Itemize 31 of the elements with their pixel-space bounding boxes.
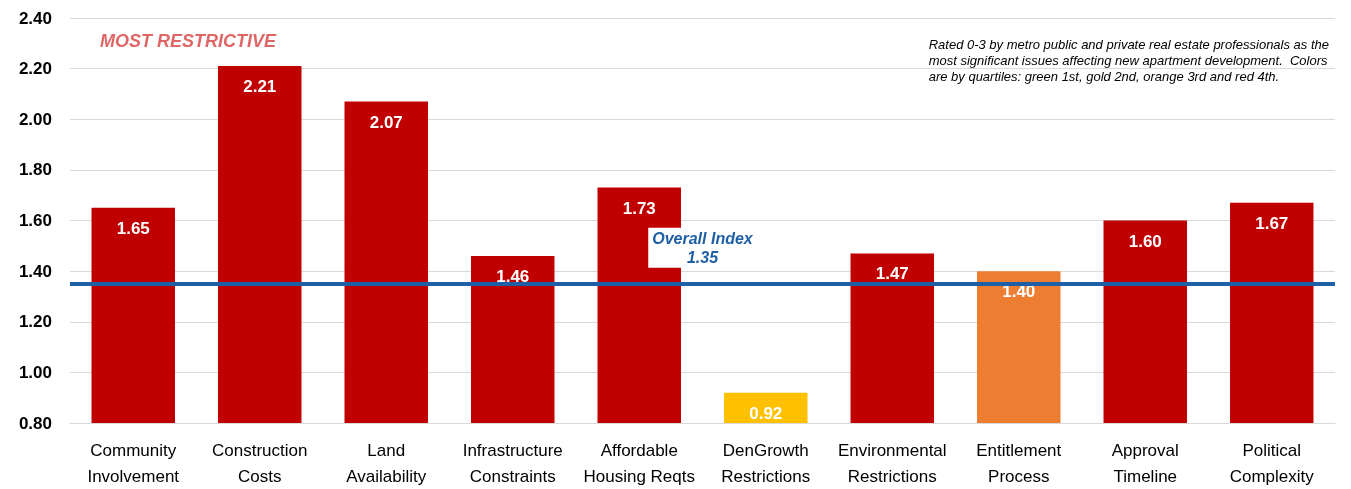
- data-label: 1.60: [1128, 231, 1162, 251]
- data-label: 1.73: [622, 198, 656, 218]
- y-tick-label: 0.80: [18, 413, 52, 433]
- ref-line-label: Overall Index 1.35: [652, 229, 754, 266]
- y-tick-label: 1.20: [18, 312, 52, 332]
- x-tick-label: Affordable Housing Reqts: [583, 440, 696, 486]
- data-label: 2.21: [243, 77, 277, 97]
- y-tick-label: 1.60: [18, 211, 52, 230]
- x-tick-label: Land Availability: [346, 440, 427, 486]
- data-label: 2.07: [369, 112, 403, 132]
- x-tick-label: DenGrowth Restrictions: [721, 440, 811, 486]
- x-tick-label: Entitlement Process: [976, 440, 1062, 486]
- annotation: Rated 0-3 by metro public and private real estate professionals as the most significant issues affecting new apartment development. Colors are by quartiles: green 1st, gold 2nd, orange 3rd and red 4th.: [928, 36, 1330, 84]
- x-tick-label: Political Complexity: [1229, 440, 1315, 486]
- x-tick-label: Construction Costs: [212, 440, 308, 486]
- y-tick-label: 2.00: [18, 109, 52, 129]
- x-tick-label: Community Involvement: [87, 440, 180, 486]
- data-label: 1.65: [116, 218, 150, 238]
- y-tick-label: 2.40: [18, 8, 52, 28]
- data-label: 1.67: [1255, 213, 1289, 233]
- y-tick-label: 2.20: [18, 59, 52, 79]
- data-label: 1.47: [875, 264, 909, 284]
- data-label: 1.46: [496, 266, 530, 286]
- data-label: 0.92: [749, 403, 783, 423]
- x-tick-label: Infrastructure Constraints: [462, 440, 563, 486]
- x-tick-label: Approval Timeline: [1111, 440, 1179, 486]
- y-tick-label: 1.00: [18, 362, 52, 382]
- y-tick-label: 1.40: [18, 261, 52, 281]
- y-tick-label: 1.80: [18, 160, 52, 180]
- x-tick-label: Environmental Restrictions: [837, 440, 947, 486]
- annotation: MOST RESTRICTIVE: [100, 31, 277, 51]
